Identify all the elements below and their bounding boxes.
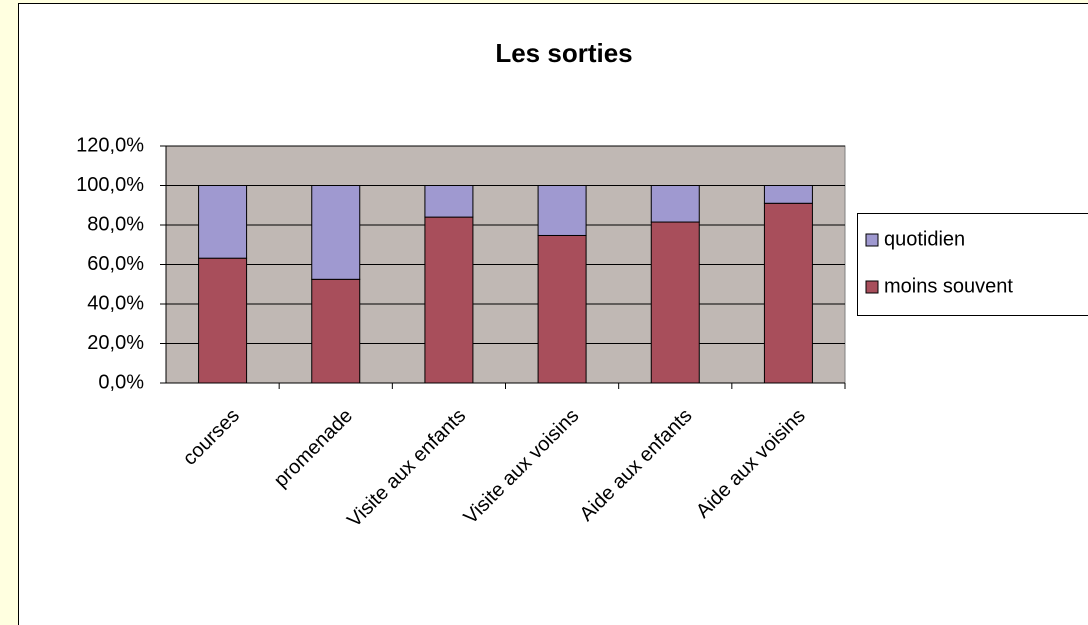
bar-segment [198, 257, 248, 384]
bar-segment [763, 185, 813, 204]
bar-segment [537, 185, 587, 236]
y-tick-label: 100,0% [76, 174, 144, 196]
bar-segment [311, 185, 361, 280]
bar-segment [650, 221, 700, 384]
bar-segment [537, 234, 587, 384]
bar-segment [311, 278, 361, 384]
y-tick-label: 60,0% [87, 253, 144, 275]
y-tick-label: 80,0% [87, 213, 144, 235]
bar-segment [198, 185, 248, 259]
legend-swatch [865, 280, 879, 294]
y-tick-label: 0,0% [98, 371, 144, 393]
bar-segment [424, 216, 474, 384]
legend-label: quotidien [884, 228, 965, 250]
bar-segment [424, 185, 474, 218]
y-tick-label: 40,0% [87, 292, 144, 314]
legend-box [857, 213, 1088, 316]
bar-segment [650, 185, 700, 223]
y-tick-label: 120,0% [76, 134, 144, 156]
y-tick-label: 20,0% [87, 332, 144, 354]
legend-label: moins souvent [884, 275, 1013, 297]
bar-segment [763, 202, 813, 384]
chart-title: Les sorties [495, 38, 632, 68]
legend-swatch [865, 233, 879, 247]
